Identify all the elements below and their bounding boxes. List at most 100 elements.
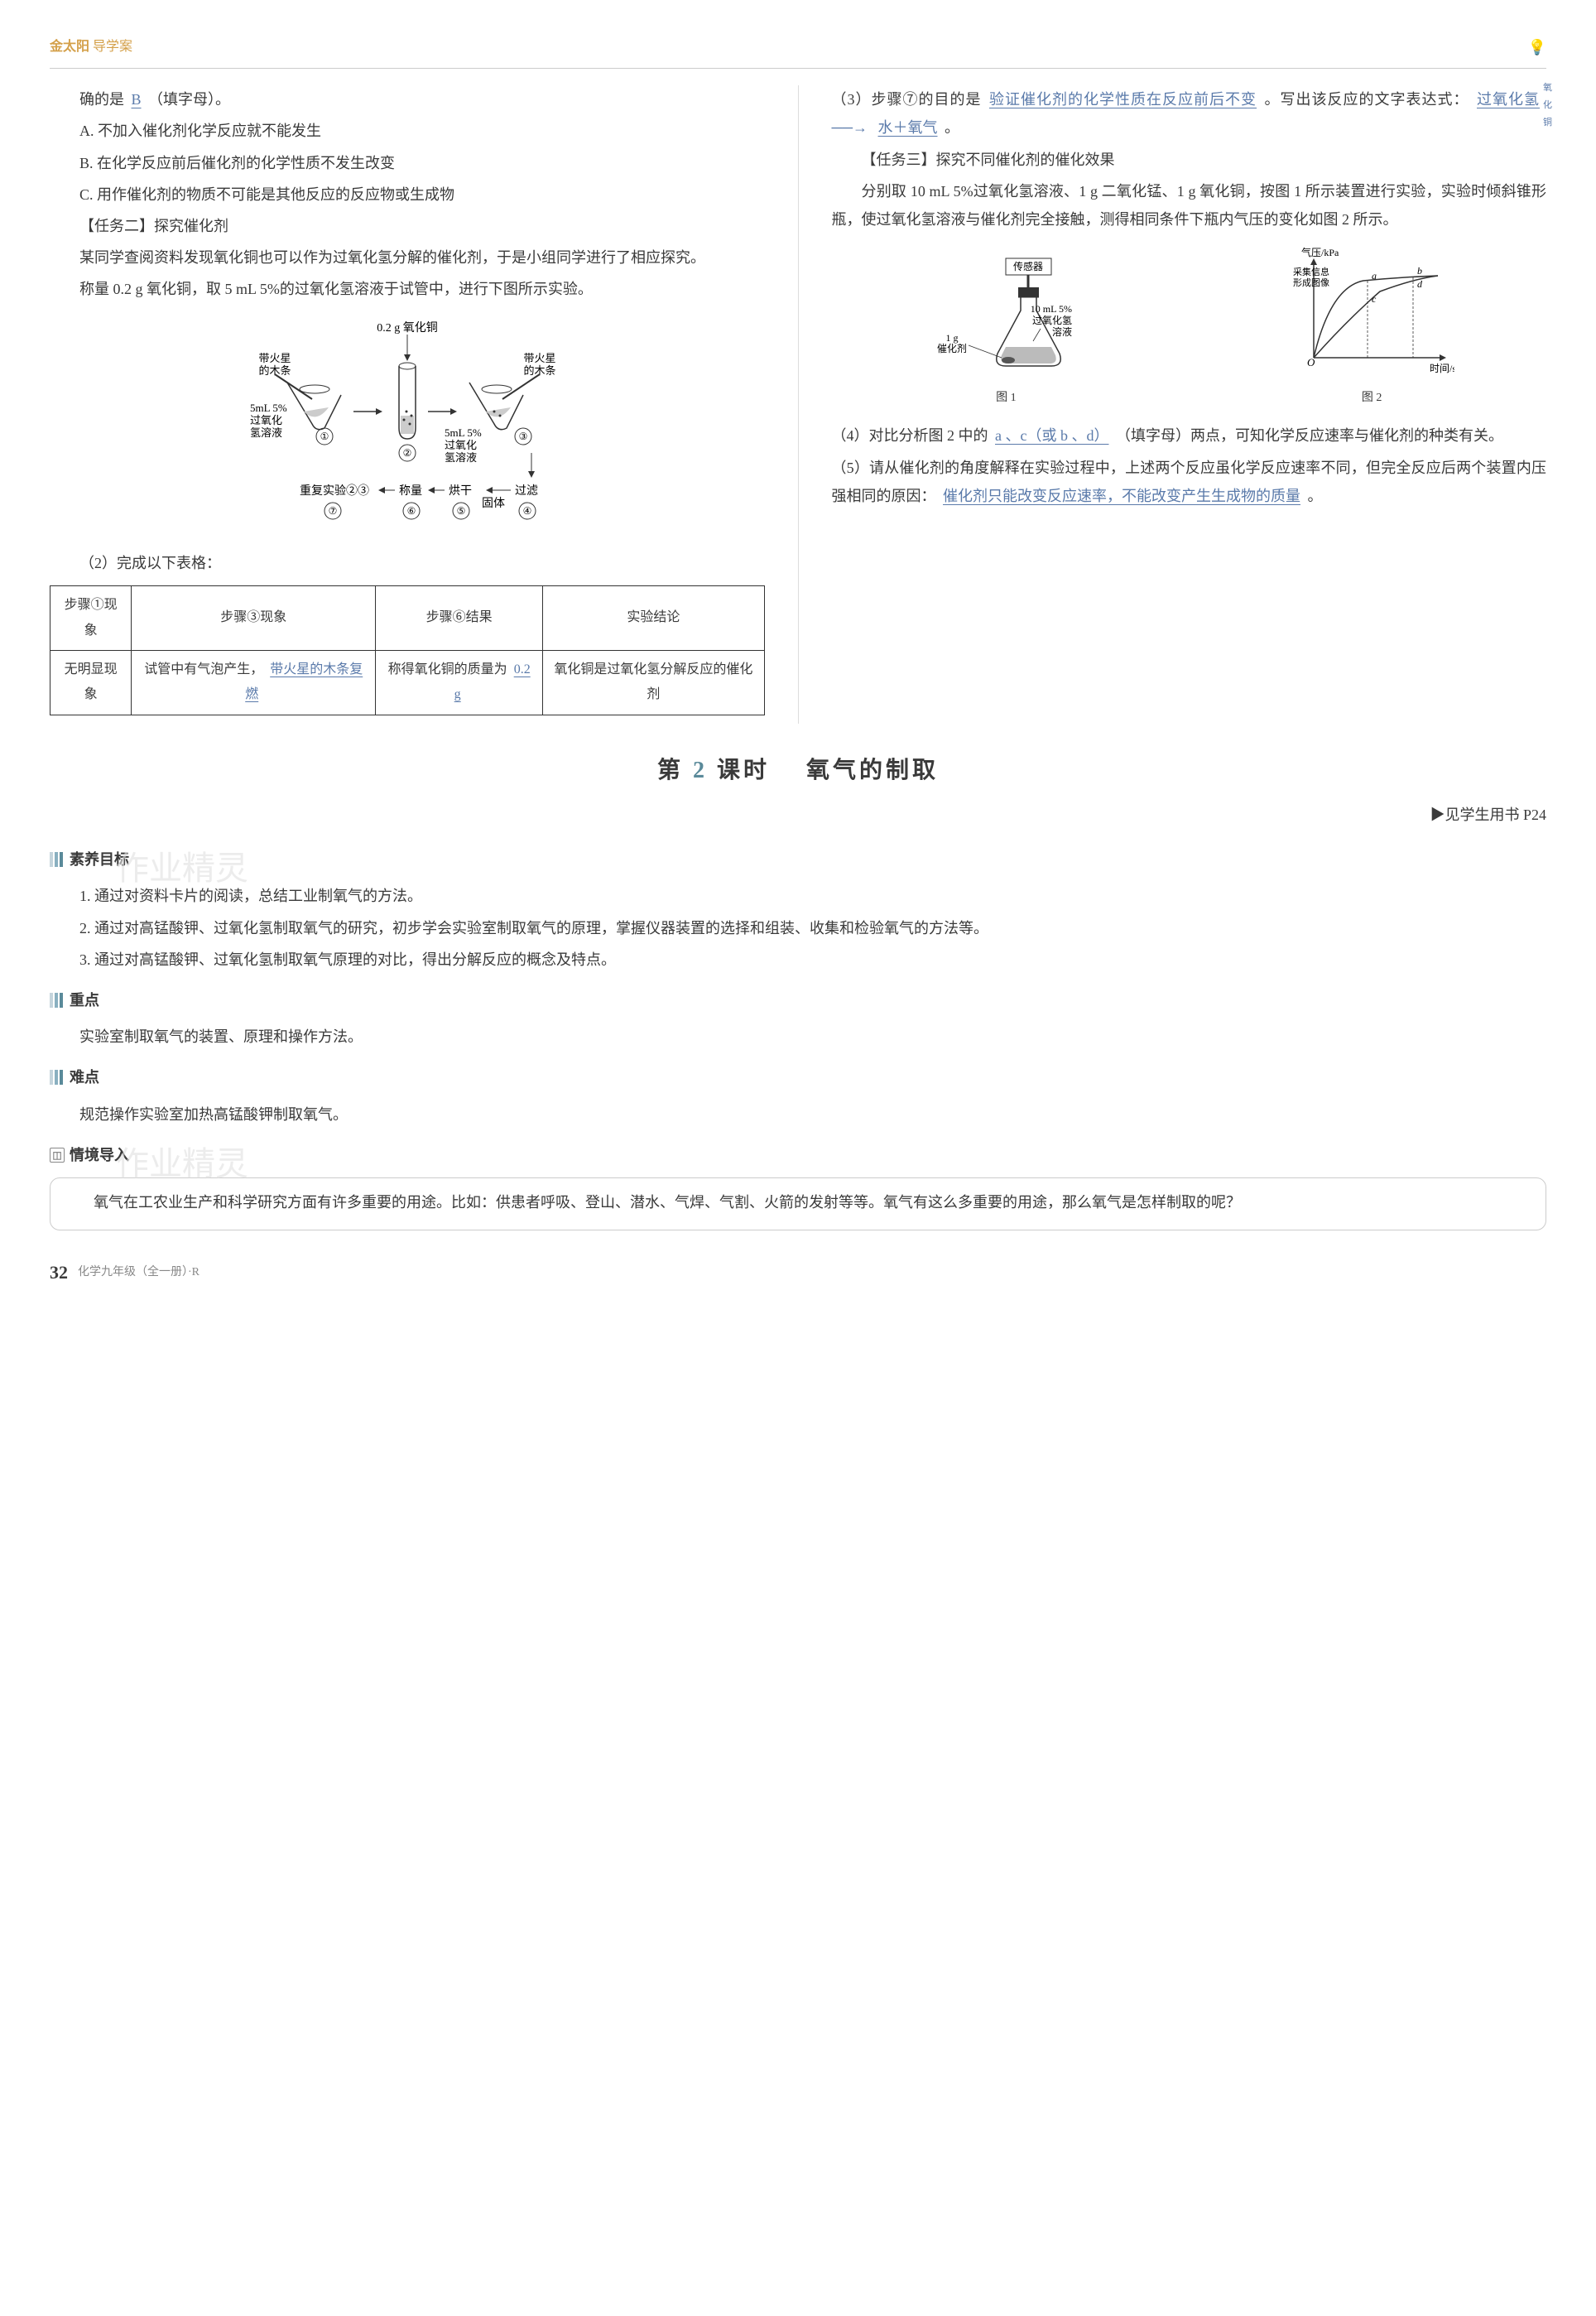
context-header: ◫ 情境导入 — [50, 1141, 1546, 1169]
watermark-2: 作业精灵 — [116, 1133, 248, 1196]
series-subtitle: 导学案 — [93, 40, 132, 54]
bulb-icon: 💡 — [1528, 33, 1546, 61]
difficulties-text: 规范操作实验室加热高锰酸钾制取氧气。 — [50, 1100, 1546, 1129]
task3-heading: 【任务三】探究不同催化剂的催化效果 — [832, 146, 1547, 174]
svg-text:固体: 固体 — [482, 497, 505, 510]
svg-text:③: ③ — [518, 431, 527, 442]
svg-text:溶液: 溶液 — [1052, 325, 1072, 338]
svg-text:氢溶液: 氢溶液 — [445, 451, 477, 464]
td-1: 无明显现象 — [50, 651, 132, 715]
page-footer: 32 化学九年级（全一册）·R — [50, 1255, 1546, 1290]
svg-text:⑥: ⑥ — [406, 505, 416, 517]
svg-text:5mL 5%: 5mL 5% — [250, 402, 287, 414]
lesson-title: 第 2 课时 氧气的制取 — [50, 749, 1546, 792]
svg-text:时间/s: 时间/s — [1430, 363, 1454, 374]
svg-text:10 mL 5%: 10 mL 5% — [1031, 303, 1072, 315]
fig2-label: 图 2 — [1197, 388, 1546, 410]
q4: （4）对比分析图 2 中的 a 、c（或 b 、d） （填字母）两点，可知化学反… — [832, 421, 1547, 450]
test-tube-3 — [469, 374, 540, 430]
svg-text:a: a — [1372, 270, 1377, 282]
table-answer-2: 带火星的木条复燃 — [245, 662, 363, 701]
svg-text:形成图像: 形成图像 — [1293, 277, 1329, 288]
th-1: 步骤①现象 — [50, 586, 132, 651]
task2-label: 【任务二】 — [79, 218, 154, 234]
two-column-layout: 确的是 B （填字母）。 A. 不加入催化剂化学反应就不能发生 B. 在化学反应… — [50, 85, 1546, 724]
task2-para2: 称量 0.2 g 氧化铜，取 5 mL 5%的过氧化氢溶液于试管中，进行下图所示… — [50, 275, 765, 303]
fig1-label: 图 1 — [832, 388, 1181, 410]
svg-text:重复实验②③: 重复实验②③ — [300, 484, 369, 498]
difficulties-header: 难点 — [50, 1063, 1546, 1091]
svg-text:称量: 称量 — [399, 484, 422, 498]
svg-text:⑤: ⑤ — [456, 505, 465, 517]
svg-text:氢溶液: 氢溶液 — [250, 426, 282, 439]
objectives-header: 素养目标 — [50, 845, 1546, 874]
right-column: （3）步骤⑦的目的是 验证催化剂的化学性质在反应前后不变 。写出该反应的文字表达… — [832, 85, 1547, 724]
figure-row: 传感器 1 g 催化剂 10 mL 5% 过氧化氢 — [832, 246, 1547, 409]
svg-text:过氧化: 过氧化 — [250, 414, 282, 426]
cuo-label: 0.2 g 氧化铜 — [377, 321, 438, 335]
option-b: B. 在化学反应前后催化剂的化学性质不发生改变 — [50, 149, 765, 177]
lesson-number: 2 — [693, 758, 708, 783]
reaction-reactant: 过氧化氢 — [1473, 91, 1543, 108]
svg-text:过氧化氢: 过氧化氢 — [1032, 314, 1072, 326]
task2-heading: 【任务二】探究催化剂 — [50, 212, 765, 240]
option-a: A. 不加入催化剂化学反应就不能发生 — [50, 117, 765, 145]
svg-text:催化剂: 催化剂 — [937, 342, 967, 354]
q5: （5）请从催化剂的角度解释在实验过程中，上述两个反应虽化学反应速率不同，但完全反… — [832, 454, 1547, 510]
student-book-ref: ▶见学生用书 P24 — [50, 801, 1546, 829]
th-2: 步骤③现象 — [132, 586, 376, 651]
svg-text:1 g: 1 g — [946, 332, 959, 344]
reaction-product: 水＋氧气 — [875, 119, 941, 136]
experiment-table: 步骤①现象 步骤③现象 步骤⑥结果 实验结论 无明显现象 试管中有气泡产生， 带… — [50, 585, 765, 715]
option-c: C. 用作催化剂的物质不可能是其他反应的反应物或生成物 — [50, 181, 765, 209]
td-4: 氧化铜是过氧化氢分解反应的催化剂 — [543, 651, 764, 715]
svg-text:①: ① — [320, 431, 329, 442]
svg-text:烘干: 烘干 — [449, 484, 472, 498]
q5-answer: 催化剂只能改变反应速率，不能改变产生生成物的质量 — [940, 488, 1304, 504]
header-title: 金太阳 导学案 — [50, 35, 132, 60]
q3-answer: 验证催化剂的化学性质在反应前后不变 — [986, 91, 1260, 108]
table-header-row: 步骤①现象 步骤③现象 步骤⑥结果 实验结论 — [50, 586, 765, 651]
question-stem: 确的是 B （填字母）。 — [50, 85, 765, 113]
svg-text:b: b — [1417, 265, 1422, 277]
svg-text:②: ② — [402, 447, 411, 459]
answer-blank: B — [128, 91, 145, 108]
context-icon: ◫ — [50, 1148, 65, 1163]
th-4: 实验结论 — [543, 586, 764, 651]
svg-text:气压/kPa: 气压/kPa — [1301, 246, 1339, 258]
svg-text:⑦: ⑦ — [328, 505, 337, 517]
q4-answer: a 、c（或 b 、d） — [992, 427, 1112, 444]
th-3: 步骤⑥结果 — [376, 586, 543, 651]
svg-text:c: c — [1372, 293, 1377, 305]
keypoints-header: 重点 — [50, 986, 1546, 1014]
svg-text:带火星: 带火星 — [258, 352, 291, 364]
test-tube-2 — [399, 363, 416, 439]
footer-text: 化学九年级（全一册）·R — [78, 1262, 200, 1284]
td-2: 试管中有气泡产生， 带火星的木条复燃 — [132, 651, 376, 715]
page-number: 32 — [50, 1255, 68, 1290]
page-header: 金太阳 导学案 💡 — [50, 33, 1546, 69]
objective-1: 1. 通过对资料卡片的阅读，总结工业制氧气的方法。 — [50, 882, 1546, 910]
series-name: 金太阳 — [50, 40, 89, 54]
td-3: 称得氧化铜的质量为 0.2 g — [376, 651, 543, 715]
svg-text:过氧化: 过氧化 — [445, 439, 477, 451]
svg-text:带火星: 带火星 — [523, 352, 555, 364]
svg-text:5mL 5%: 5mL 5% — [445, 426, 482, 439]
svg-text:传感器: 传感器 — [1013, 260, 1043, 272]
objective-3: 3. 通过对高锰酸钾、过氧化氢制取氧气原理的对比，得出分解反应的概念及特点。 — [50, 946, 1546, 974]
objective-2: 2. 通过对高锰酸钾、过氧化氢制取氧气的研究，初步学会实验室制取氧气的原理，掌握… — [50, 914, 1546, 942]
svg-text:过滤: 过滤 — [515, 484, 538, 498]
figure-2: 气压/kPa O 时间/s a b — [1197, 246, 1546, 409]
table-question: （2）完成以下表格： — [50, 549, 765, 577]
watermark: 作业精灵 — [116, 837, 248, 900]
svg-text:④: ④ — [522, 505, 531, 517]
left-column: 确的是 B （填字母）。 A. 不加入催化剂化学反应就不能发生 B. 在化学反应… — [50, 85, 765, 724]
context-text: 氧气在工农业生产和科学研究方面有许多重要的用途。比如：供患者呼吸、登山、潜水、气… — [64, 1188, 1532, 1216]
lesson-topic: 氧气的制取 — [806, 758, 939, 783]
keypoints-text: 实验室制取氧气的装置、原理和操作方法。 — [50, 1023, 1546, 1051]
task2-para1: 某同学查阅资料发现氧化铜也可以作为过氧化氢分解的催化剂，于是小组同学进行了相应探… — [50, 243, 765, 272]
experiment-diagram-1: 0.2 g 氧化铜 带火星 的木条 带火星 的木条 5mL 5% 过氧化 氢溶液 — [50, 316, 765, 537]
column-divider — [798, 85, 799, 724]
context-box: 氧气在工农业生产和科学研究方面有许多重要的用途。比如：供患者呼吸、登山、潜水、气… — [50, 1177, 1546, 1230]
svg-text:采集信息: 采集信息 — [1293, 266, 1329, 277]
